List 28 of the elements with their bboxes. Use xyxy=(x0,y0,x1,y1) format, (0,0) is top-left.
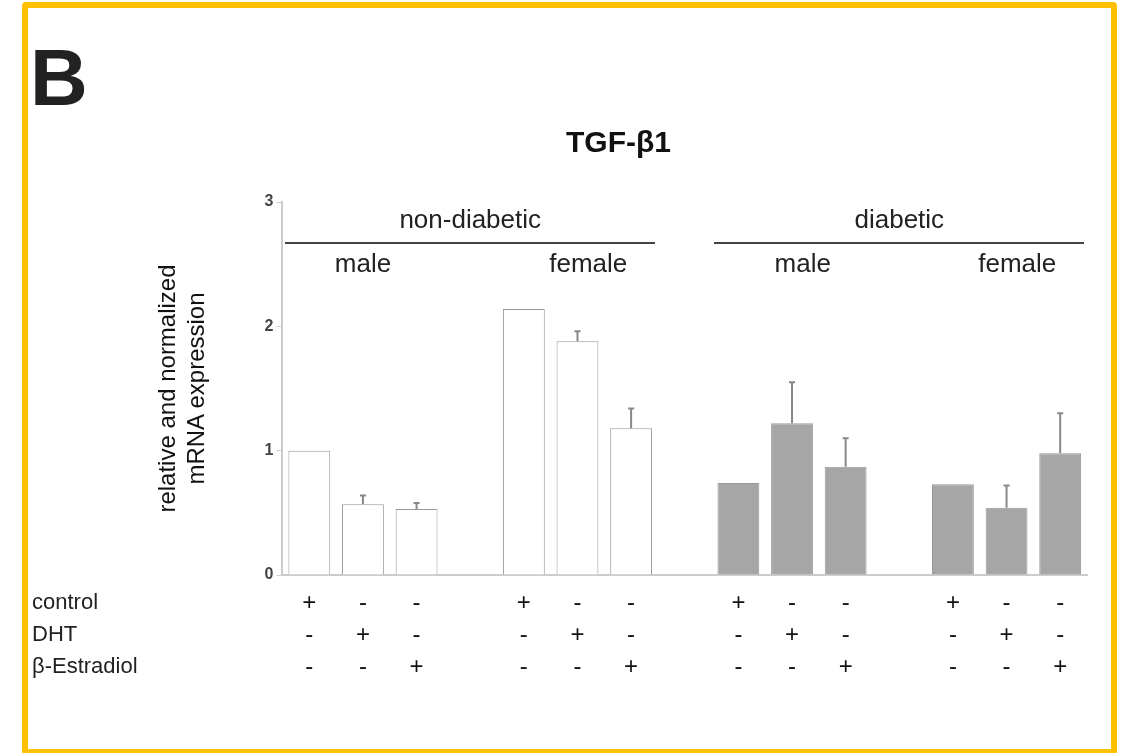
text: B xyxy=(30,33,88,122)
text: DHT xyxy=(32,621,78,647)
y-tick-label: 0 xyxy=(264,565,274,583)
x-tick-label: + - - xyxy=(731,587,746,679)
annotation: male xyxy=(774,248,831,278)
text: β-Estradiol xyxy=(32,653,138,679)
annotation: male xyxy=(334,248,392,278)
y-tick-label: 1 xyxy=(264,441,274,459)
annotation: diabetic xyxy=(854,204,945,234)
x-tick-label: - + - xyxy=(355,587,370,679)
x-tick-label: - + - xyxy=(999,587,1014,679)
x-tick-label: - - + xyxy=(1053,587,1068,679)
y-tick-label: 3 xyxy=(264,192,274,210)
x-tick-label: - + - xyxy=(785,587,800,679)
y-tick-label: 2 xyxy=(264,316,274,334)
x-tick-label: - - + xyxy=(838,587,853,679)
y-axis-title: relative and normalized mRNA expression xyxy=(153,264,209,513)
x-tick-label: + - - xyxy=(945,587,960,679)
x-tick-label: - - + xyxy=(624,587,639,679)
annotation: non-diabetic xyxy=(399,204,542,234)
x-tick-label: + - - xyxy=(302,587,317,679)
chart-title: TGF-β1 xyxy=(566,125,671,159)
annotation: female xyxy=(549,248,628,278)
x-tick-label: - - + xyxy=(409,587,424,679)
x-tick-label: - + - xyxy=(570,587,585,679)
x-tick-label: + - - xyxy=(516,587,531,679)
text: control xyxy=(32,589,99,615)
annotation: female xyxy=(978,248,1057,278)
